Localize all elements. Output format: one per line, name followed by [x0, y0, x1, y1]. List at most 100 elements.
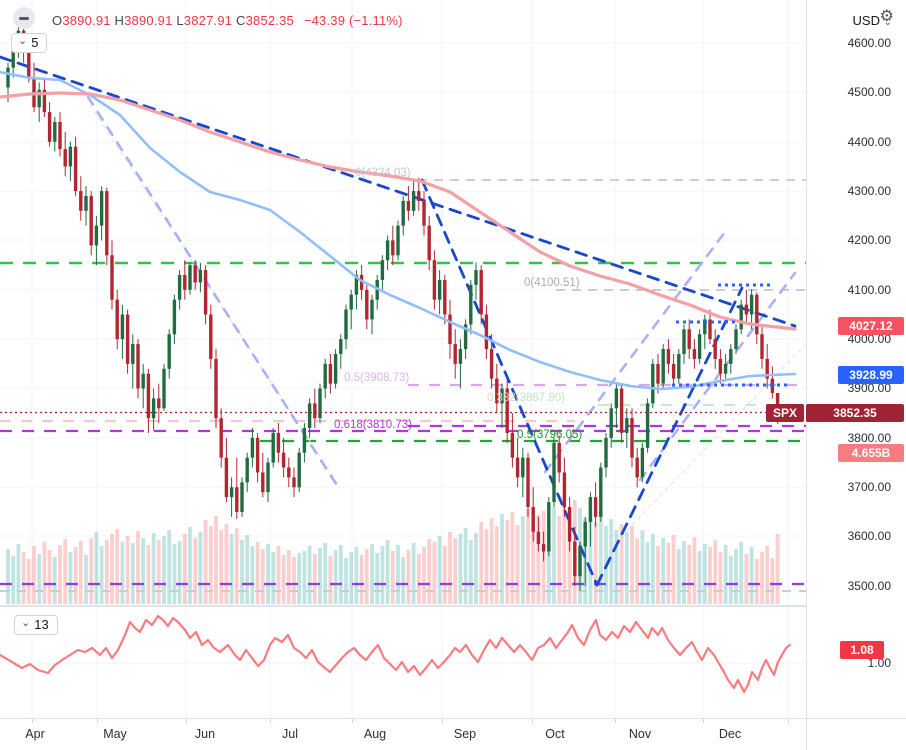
volume-bar: [422, 547, 426, 604]
volume-bar: [208, 526, 213, 604]
volume-bar: [136, 531, 140, 604]
volume-bar: [224, 524, 229, 604]
candle-body: [645, 403, 650, 448]
volume-bar: [198, 532, 203, 604]
price-axis-label: 3500.00: [847, 579, 891, 593]
volume-bar: [645, 542, 650, 604]
volume-bar: [692, 537, 697, 604]
price-axis-label: 4300.00: [847, 184, 891, 198]
symbol-chip: SPX: [766, 404, 804, 422]
ohlc-prefix: H: [114, 13, 125, 28]
candle-body: [37, 89, 41, 108]
volume-value-badge: 4.655B: [838, 444, 904, 462]
time-axis-label: Sep: [453, 727, 477, 741]
volume-bar: [21, 552, 26, 604]
hide-legend-button[interactable]: [13, 7, 35, 29]
pane-divider[interactable]: [0, 605, 806, 607]
volume-bar: [728, 556, 733, 604]
volume-bar: [354, 547, 359, 604]
volume-bar: [338, 545, 343, 604]
candle-body: [47, 112, 52, 142]
volume-bar: [68, 552, 73, 604]
fib-level-label: 0(4100.51): [524, 277, 580, 289]
candle-body: [505, 388, 509, 433]
volume-bar: [307, 546, 312, 604]
candle-body: [333, 353, 338, 384]
candle-body: [458, 349, 463, 364]
price-axis-label: 4100.00: [847, 283, 891, 297]
candle-body: [58, 121, 62, 150]
volume-bar: [359, 555, 364, 604]
volume-bar: [562, 504, 567, 604]
volume-bar: [188, 527, 192, 604]
volume-bar: [214, 516, 218, 604]
gear-icon[interactable]: ⚙: [879, 8, 894, 25]
volume-bar: [89, 538, 94, 604]
candle-body: [11, 47, 15, 68]
candle-body: [313, 403, 317, 419]
volume-bar: [718, 552, 723, 604]
candle-body: [240, 482, 244, 512]
candle-body: [443, 279, 447, 315]
indicator-collapse-button[interactable]: ⌄ 13: [14, 615, 58, 635]
candle-body: [6, 67, 10, 88]
volume-bar: [151, 533, 156, 604]
ma-fast: [0, 70, 797, 391]
candle-body: [235, 487, 239, 512]
volume-bar: [99, 546, 104, 604]
candle-body: [775, 392, 780, 413]
volume-bar: [323, 543, 328, 604]
candle-body: [541, 544, 546, 552]
candle-body: [479, 270, 483, 315]
volume-bar: [760, 552, 764, 604]
candle-body: [547, 502, 551, 552]
candle-body: [635, 457, 639, 478]
candle-body: [266, 462, 270, 493]
price-axis[interactable]: 4600.00 4500.00 4400.00 4300.00 4200.00 4100.…: [806, 0, 906, 718]
candle-body: [411, 191, 416, 211]
price-axis-label: 3700.00: [847, 480, 891, 494]
candle-body: [536, 531, 541, 545]
volume-bar: [416, 554, 421, 604]
volume-bar: [474, 533, 478, 604]
volume-bar: [484, 529, 489, 604]
volume-bar: [396, 545, 400, 604]
volume-bar: [635, 538, 640, 604]
last-price-badge: 3852.35: [806, 404, 904, 422]
volume-bar: [489, 518, 494, 604]
volume-bar: [708, 547, 712, 604]
time-axis-tick: [352, 719, 353, 723]
volume-bar: [432, 542, 437, 604]
candle-body: [339, 339, 343, 354]
volume-bar: [656, 546, 660, 604]
candle-body: [344, 309, 348, 340]
volume-bar: [385, 540, 390, 604]
currency-selector[interactable]: USD ⌄: [853, 13, 892, 28]
candle-body: [151, 398, 156, 419]
downtrend-major: [0, 55, 797, 328]
volume-bar: [463, 528, 468, 604]
candle-body: [417, 191, 421, 201]
volume-bar: [411, 543, 416, 604]
candle-body: [115, 299, 119, 340]
candle-body: [604, 437, 608, 468]
price-axis-label: 4500.00: [847, 85, 891, 99]
candle-body: [692, 349, 697, 359]
candle-body: [697, 334, 702, 359]
volume-bar: [6, 549, 10, 604]
volume-bar: [401, 557, 406, 604]
volume-bar: [182, 534, 187, 604]
volume-bar: [754, 559, 759, 604]
volume-bar: [260, 549, 265, 604]
time-axis-tick: [442, 719, 443, 723]
volume-bar: [26, 559, 31, 604]
volume-bar: [458, 534, 463, 604]
time-axis[interactable]: AprMayJunJulAugSepOctNovDec2023: [0, 718, 906, 750]
main-series-collapse-button[interactable]: ⌄ 5: [11, 33, 48, 53]
candle-body: [744, 304, 749, 315]
volume-bar: [546, 519, 551, 604]
volume-bar: [255, 542, 260, 604]
time-axis-label: May: [103, 727, 127, 741]
candle-body: [463, 324, 468, 350]
